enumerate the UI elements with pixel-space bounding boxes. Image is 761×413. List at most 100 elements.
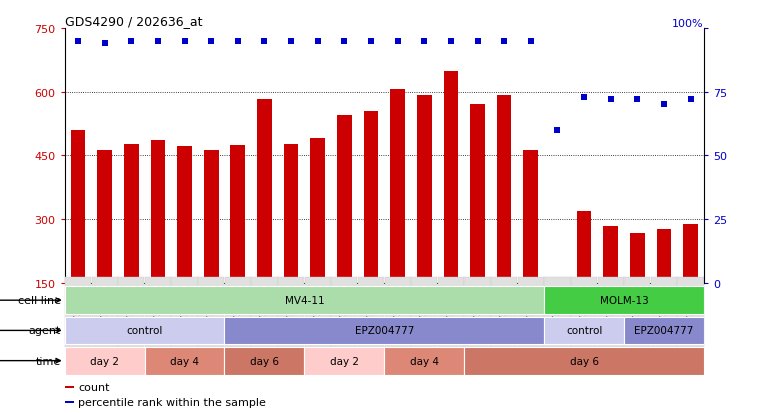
- Point: [178, 38, 190, 45]
- Text: GSM739171: GSM739171: [607, 286, 615, 339]
- Bar: [624, 317, 704, 344]
- Text: GSM739169: GSM739169: [553, 286, 562, 339]
- Text: day 2: day 2: [90, 356, 119, 366]
- Text: day 4: day 4: [170, 356, 199, 366]
- Point: [391, 38, 403, 45]
- Text: GSM739149: GSM739149: [340, 286, 349, 339]
- Bar: [65, 287, 544, 314]
- Text: percentile rank within the sample: percentile rank within the sample: [78, 396, 266, 407]
- Text: GSM739151: GSM739151: [74, 286, 82, 339]
- Bar: [470, 104, 485, 283]
- Text: agent: agent: [28, 325, 61, 336]
- Bar: [71, 131, 85, 283]
- Bar: [177, 146, 192, 283]
- Text: GSM739157: GSM739157: [154, 286, 162, 339]
- Bar: [497, 96, 511, 283]
- Text: GSM739162: GSM739162: [527, 286, 535, 339]
- Text: 100%: 100%: [672, 19, 704, 29]
- Text: day 2: day 2: [330, 356, 359, 366]
- Text: GSM739164: GSM739164: [260, 286, 269, 339]
- Text: cell line: cell line: [18, 295, 61, 306]
- Bar: [151, 140, 165, 283]
- Text: GSM739148: GSM739148: [314, 286, 322, 339]
- Text: GSM739167: GSM739167: [660, 286, 668, 339]
- Bar: [304, 347, 384, 375]
- Bar: [224, 347, 304, 375]
- Bar: [65, 401, 75, 403]
- Text: GSM739165: GSM739165: [287, 286, 295, 339]
- Text: day 4: day 4: [409, 356, 439, 366]
- Bar: [124, 145, 139, 283]
- Bar: [257, 100, 272, 283]
- Bar: [384, 347, 464, 375]
- Text: EPZ004777: EPZ004777: [355, 325, 414, 336]
- Bar: [310, 139, 325, 283]
- Text: MOLM-13: MOLM-13: [600, 295, 648, 306]
- Point: [419, 38, 431, 45]
- Text: MV4-11: MV4-11: [285, 295, 324, 306]
- Point: [684, 97, 696, 103]
- Point: [444, 38, 457, 45]
- Text: GSM739152: GSM739152: [100, 286, 109, 339]
- Text: EPZ004777: EPZ004777: [634, 325, 694, 336]
- Text: GSM739153: GSM739153: [127, 286, 135, 339]
- Text: GSM739150: GSM739150: [367, 286, 375, 339]
- Bar: [204, 151, 218, 283]
- Bar: [390, 90, 405, 283]
- Text: GSM739158: GSM739158: [180, 286, 189, 339]
- Point: [631, 97, 643, 103]
- Text: GSM739155: GSM739155: [420, 286, 428, 339]
- Point: [658, 102, 670, 109]
- Text: time: time: [36, 356, 61, 366]
- Bar: [464, 347, 704, 375]
- Text: GSM739159: GSM739159: [207, 286, 215, 339]
- Point: [258, 38, 271, 45]
- Point: [524, 38, 537, 45]
- Text: GSM739166: GSM739166: [633, 286, 642, 339]
- Point: [72, 38, 84, 45]
- Text: GDS4290 / 202636_at: GDS4290 / 202636_at: [65, 15, 202, 28]
- Point: [312, 38, 324, 45]
- Bar: [544, 287, 704, 314]
- Point: [285, 38, 297, 45]
- Point: [125, 38, 137, 45]
- Text: control: control: [566, 325, 602, 336]
- Bar: [657, 229, 671, 283]
- Bar: [145, 347, 224, 375]
- Text: GSM739170: GSM739170: [580, 286, 588, 339]
- Bar: [524, 151, 538, 283]
- Point: [231, 38, 244, 45]
- Bar: [65, 317, 224, 344]
- Bar: [224, 317, 544, 344]
- Bar: [97, 151, 112, 283]
- Bar: [603, 227, 618, 283]
- Text: GSM739154: GSM739154: [393, 286, 402, 339]
- Text: GSM739163: GSM739163: [234, 286, 242, 339]
- Bar: [284, 144, 298, 283]
- Bar: [550, 282, 565, 283]
- Text: GSM739156: GSM739156: [447, 286, 455, 339]
- Point: [151, 38, 164, 45]
- Text: GSM739161: GSM739161: [500, 286, 508, 339]
- Bar: [417, 96, 431, 283]
- Bar: [683, 225, 698, 283]
- Text: control: control: [126, 325, 163, 336]
- Text: GSM739168: GSM739168: [686, 286, 695, 339]
- Point: [338, 38, 350, 45]
- Point: [471, 38, 484, 45]
- Point: [365, 38, 377, 45]
- Bar: [630, 233, 645, 283]
- Point: [498, 38, 510, 45]
- Text: count: count: [78, 382, 110, 392]
- Point: [551, 127, 563, 134]
- Bar: [364, 112, 378, 283]
- Point: [98, 41, 111, 47]
- Bar: [544, 317, 624, 344]
- Point: [205, 38, 218, 45]
- Bar: [65, 347, 145, 375]
- Bar: [231, 145, 245, 283]
- Text: day 6: day 6: [569, 356, 599, 366]
- Point: [578, 94, 590, 101]
- Bar: [65, 386, 75, 388]
- Text: GSM739160: GSM739160: [473, 286, 482, 339]
